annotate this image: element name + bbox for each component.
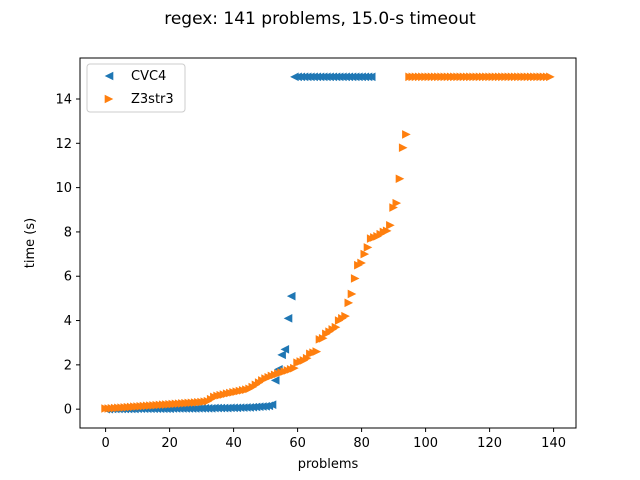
- legend-marker-shape: [104, 94, 114, 104]
- data-point: [341, 311, 350, 321]
- y-tick-label: 14: [55, 92, 72, 107]
- data-point: [398, 143, 408, 153]
- data-point: [280, 345, 290, 354]
- data-point: [283, 314, 293, 323]
- legend-marker-shape: [104, 71, 114, 81]
- data-point: [402, 130, 411, 139]
- x-tick-label: 100: [413, 436, 438, 451]
- legend: CVC4 Z3str3: [86, 63, 186, 113]
- x-axis-ticks: 0 20 40 60 80 100 120 140: [101, 428, 566, 451]
- data-point: [350, 274, 360, 283]
- data-point: [357, 258, 366, 268]
- data-point: [386, 220, 395, 230]
- data-point: [344, 298, 354, 308]
- y-tick-label: 10: [55, 181, 72, 196]
- data-point: [389, 203, 398, 212]
- x-tick-label: 0: [101, 436, 109, 451]
- data-point: [360, 249, 370, 259]
- data-point: [366, 72, 376, 82]
- data-point: [267, 400, 277, 410]
- y-tick-label: 6: [64, 270, 72, 285]
- x-tick-label: 80: [353, 436, 370, 451]
- data-point: [331, 322, 341, 332]
- data-point: [286, 291, 296, 301]
- data-point: [270, 376, 280, 385]
- axes-frame: [79, 57, 577, 429]
- y-axis-ticks: 0 2 4 6 8 10 12 14: [55, 92, 80, 418]
- x-tick-label: 20: [161, 436, 178, 451]
- legend-marker-z3str3: [104, 94, 114, 104]
- data-point: [546, 72, 555, 82]
- data-point: [312, 347, 322, 356]
- y-tick-label: 2: [64, 358, 72, 373]
- x-tick-label: 140: [541, 436, 566, 451]
- chart-title: regex: 141 problems, 15.0-s timeout: [164, 9, 476, 29]
- y-axis-label: time (s): [23, 218, 38, 268]
- x-tick-label: 40: [225, 436, 242, 451]
- data-point: [318, 333, 328, 343]
- data-point: [392, 198, 402, 208]
- plot-area: [101, 72, 555, 414]
- data-point: [347, 289, 357, 299]
- y-tick-label: 12: [55, 137, 72, 152]
- data-point: [290, 363, 299, 373]
- x-axis-label: problems: [298, 457, 359, 472]
- data-point: [363, 243, 373, 252]
- data-point: [302, 353, 312, 363]
- y-tick-label: 8: [64, 225, 72, 240]
- legend-marker-cvc4: [104, 71, 114, 81]
- series-z3str3: [101, 72, 555, 413]
- data-point: [395, 174, 405, 184]
- y-tick-label: 0: [64, 403, 72, 418]
- data-point: [277, 350, 286, 360]
- data-point: [382, 226, 392, 236]
- y-tick-label: 4: [64, 314, 72, 329]
- legend-label-z3str3: Z3str3: [131, 92, 174, 107]
- legend-label-cvc4: CVC4: [131, 69, 166, 84]
- x-tick-label: 60: [289, 436, 306, 451]
- x-tick-label: 120: [477, 436, 502, 451]
